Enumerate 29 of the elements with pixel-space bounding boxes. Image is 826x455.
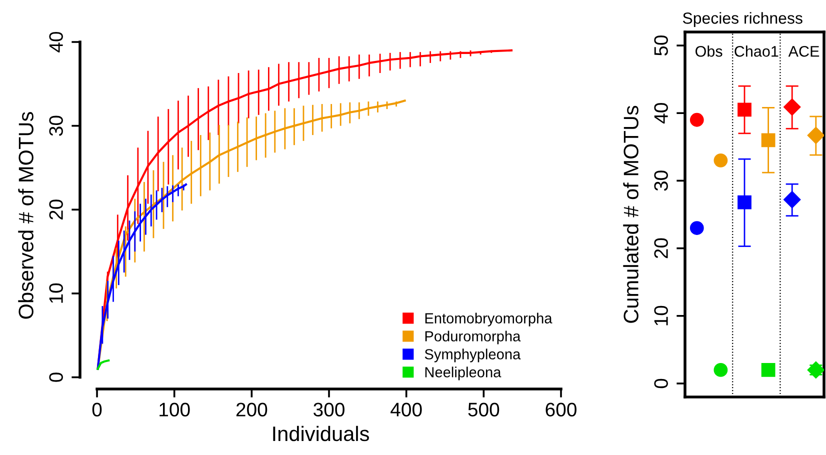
y-tick-label: 50 — [654, 35, 668, 56]
x-tick-label: Obs — [696, 46, 722, 57]
x-tick-label: 0 — [92, 402, 102, 416]
x-tick-label: ACE — [788, 46, 820, 57]
legend-label: Entomobryomorpha — [425, 312, 552, 326]
y-axis-title: Observed # of MOTUs — [18, 112, 34, 319]
y-tick-label: 30 — [49, 116, 63, 136]
legend-label: Neelipleona — [425, 366, 502, 380]
x-tick-label: 100 — [160, 402, 190, 416]
y-tick-label: 40 — [49, 32, 63, 52]
y-tick-label: 40 — [654, 103, 668, 124]
y-tick-label: 0 — [49, 372, 63, 382]
x-tick-label: 300 — [314, 402, 344, 416]
y-axis-title: Cumulated # of MOTUs — [623, 106, 638, 323]
x-tick-label: 600 — [546, 402, 576, 416]
y-tick-label: 20 — [49, 200, 63, 220]
y-tick-label: 10 — [654, 306, 668, 326]
x-tick-label: 200 — [236, 402, 268, 416]
chart-title: Species richness — [682, 12, 802, 27]
y-tick-label: 10 — [49, 283, 63, 303]
x-tick-label: 400 — [390, 402, 422, 416]
y-tick-label: 30 — [654, 170, 668, 191]
x-axis-title: Individuals — [273, 426, 369, 442]
legend-label: Poduromorpha — [425, 330, 521, 344]
x-tick-label: Chao1 — [734, 46, 778, 57]
y-tick-label: 20 — [654, 238, 668, 258]
legend-label: Symphypleona — [424, 348, 521, 362]
y-tick-label: 0 — [654, 378, 668, 388]
x-tick-label: 500 — [468, 402, 500, 416]
